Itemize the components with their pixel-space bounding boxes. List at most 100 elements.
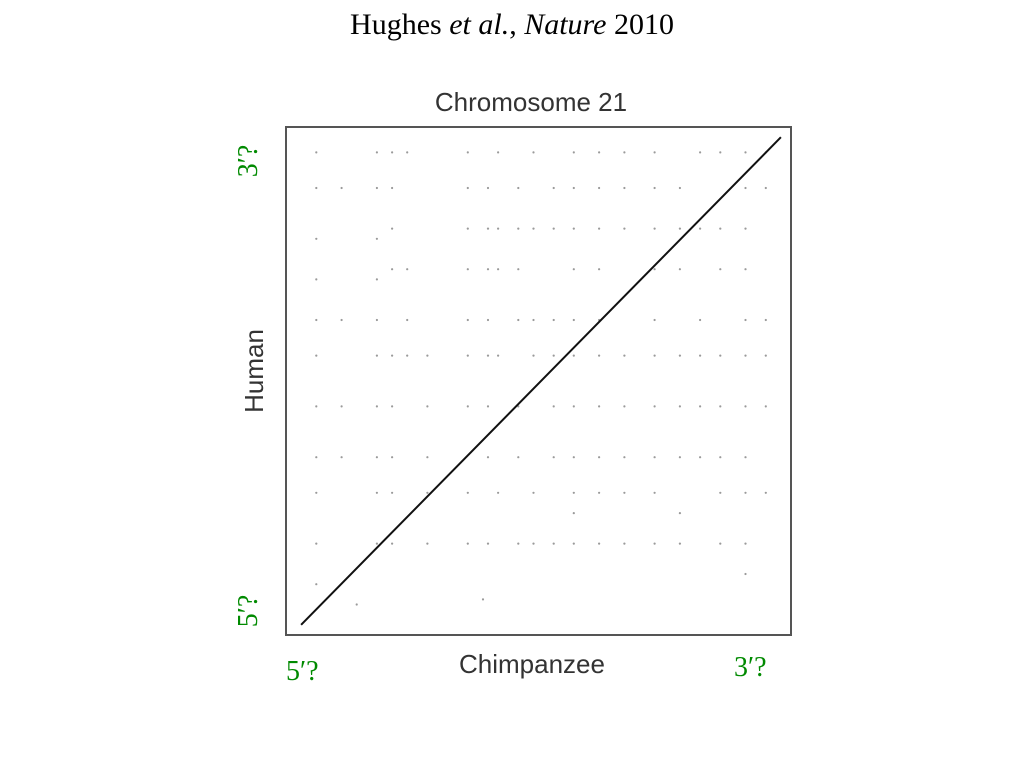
scatter-point (744, 318, 747, 322)
scatter-point (678, 542, 682, 545)
scatter-point (466, 491, 469, 494)
scatter-points (315, 151, 767, 606)
scatter-point (719, 542, 722, 545)
scatter-point (486, 268, 490, 271)
scatter-point (572, 227, 575, 230)
scatter-point (764, 491, 767, 494)
scatter-point (719, 151, 722, 154)
scatter-point (486, 354, 490, 357)
scatter-point (517, 186, 520, 190)
scatter-point (391, 456, 394, 459)
scatter-point (340, 186, 343, 190)
scatter-point (623, 456, 626, 459)
scatter-point (764, 186, 767, 190)
scatter-point (375, 405, 378, 408)
scatter-point (426, 405, 429, 408)
scatter-point (678, 405, 682, 408)
scatter-point (699, 456, 702, 459)
scatter-point (466, 542, 469, 545)
scatter-point (744, 572, 747, 576)
scatter-point (375, 354, 378, 357)
scatter-point (653, 318, 656, 322)
scatter-point (653, 542, 656, 545)
scatter-point (572, 318, 575, 322)
scatter-point (375, 186, 378, 190)
scatter-point (532, 151, 535, 154)
scatter-point (552, 542, 555, 545)
slide-title: Hughes et al., Nature 2010 (0, 8, 1024, 42)
scatter-point (764, 405, 767, 408)
scatter-point (678, 511, 682, 515)
scatter-point (598, 268, 601, 271)
scatter-point (744, 354, 747, 357)
scatter-point (466, 227, 469, 230)
scatter-point (552, 354, 555, 357)
scatter-point (406, 268, 409, 271)
scatter-point (375, 456, 378, 459)
scatter-point (532, 542, 535, 545)
scatter-point (466, 318, 469, 322)
scatter-point (572, 511, 575, 515)
scatter-point (598, 491, 601, 494)
scatter-point (623, 151, 626, 154)
scatter-point (466, 151, 469, 154)
scatter-point (552, 318, 555, 322)
scatter-point (486, 227, 490, 230)
scatter-point (764, 354, 767, 357)
scatter-point (406, 151, 409, 154)
scatter-point (426, 542, 429, 545)
scatter-point (744, 456, 747, 459)
scatter-point (764, 318, 767, 322)
scatter-point (653, 227, 656, 230)
scatter-point (552, 186, 555, 190)
scatter-point (497, 227, 500, 230)
scatter-point (653, 405, 656, 408)
scatter-point (375, 318, 378, 322)
scatter-point (744, 542, 747, 545)
scatter-point (391, 491, 394, 494)
scatter-point (653, 456, 656, 459)
y-axis-label: Human (239, 329, 269, 413)
scatter-point (497, 151, 500, 154)
scatter-point (466, 405, 469, 408)
scatter-point (572, 354, 575, 357)
scatter-point (391, 542, 394, 545)
scatter-point (486, 186, 490, 190)
scatter-point (497, 268, 500, 271)
scatter-point (572, 456, 575, 459)
scatter-point (315, 318, 318, 322)
scatter-point (744, 405, 747, 408)
scatter-point (552, 227, 555, 230)
scatter-point (375, 237, 378, 240)
chart-title: Chromosome 21 (435, 87, 627, 117)
scatter-point (315, 542, 318, 545)
scatter-point (623, 354, 626, 357)
scatter-point (572, 186, 575, 190)
scatter-point (517, 542, 520, 545)
scatter-point (572, 268, 575, 271)
scatter-point (426, 491, 429, 494)
title-year: 2010 (613, 8, 674, 41)
scatter-point (340, 318, 343, 322)
scatter-point (315, 583, 318, 586)
scatter-point (678, 456, 682, 459)
scatter-point (719, 456, 722, 459)
scatter-point (466, 268, 469, 271)
scatter-point (340, 456, 343, 459)
scatter-point (315, 186, 318, 190)
scatter-point (375, 278, 378, 281)
scatter-point (744, 227, 747, 230)
scatter-point (391, 354, 394, 357)
scatter-point (391, 268, 394, 271)
scatter-point (497, 491, 500, 494)
title-journal: Nature (524, 8, 607, 41)
scatter-point (744, 268, 747, 271)
scatter-point (653, 354, 656, 357)
scatter-point (744, 186, 747, 190)
scatter-point (719, 268, 722, 271)
scatter-point (744, 151, 747, 154)
scatter-point (315, 405, 318, 408)
scatter-point (426, 456, 429, 459)
scatter-point (653, 186, 656, 190)
